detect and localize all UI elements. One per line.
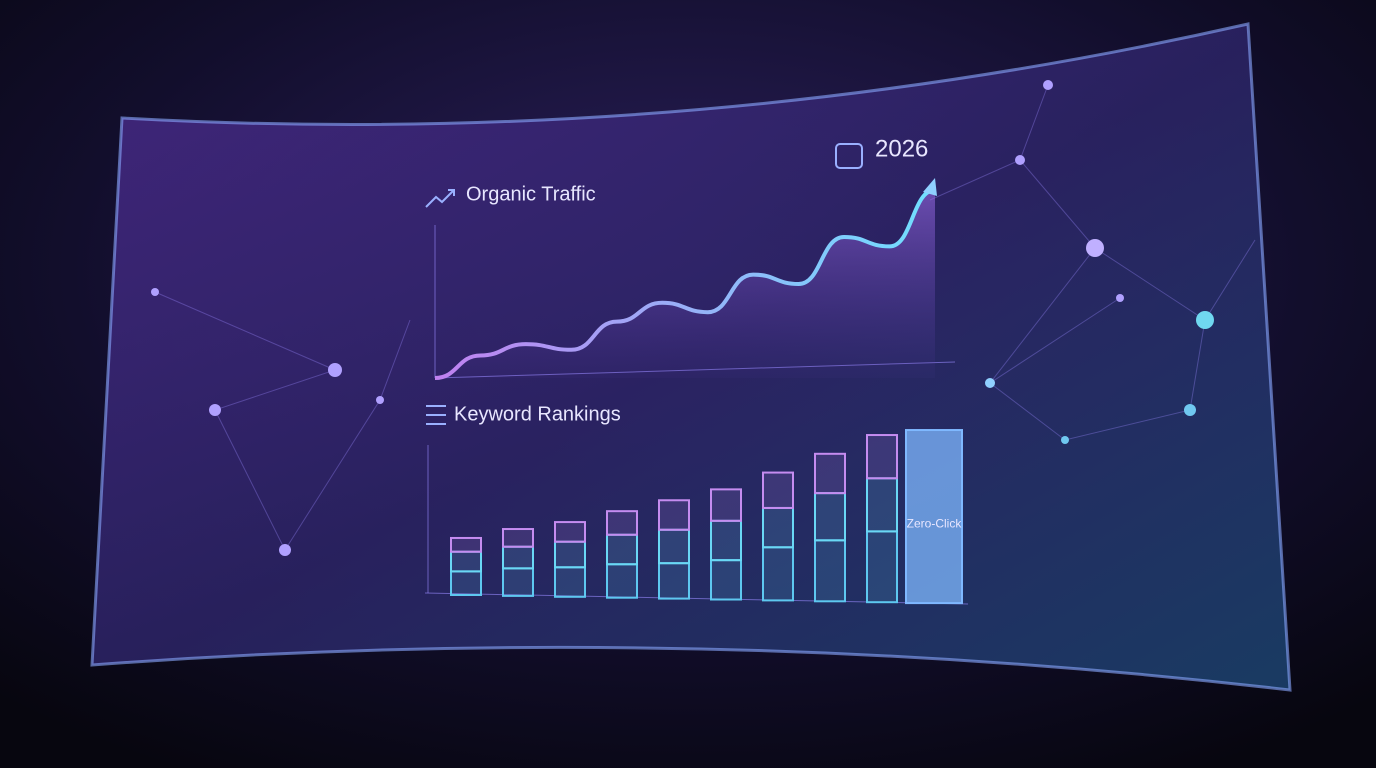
bar-segment xyxy=(762,506,794,549)
bar-segment xyxy=(658,528,690,565)
bar-segment xyxy=(450,570,482,597)
annotation: 2026 xyxy=(875,135,928,162)
bar-segment xyxy=(710,559,742,601)
chart-title: Keyword Rankings xyxy=(454,403,621,425)
bar-segment xyxy=(814,452,846,495)
bar-segment xyxy=(658,562,690,600)
bar-segment xyxy=(762,471,794,509)
trend-line xyxy=(434,188,936,380)
area xyxy=(435,190,935,378)
bar-segment xyxy=(502,567,534,597)
chart-title: Organic Traffic xyxy=(466,183,596,205)
bar-segment xyxy=(606,563,638,599)
bar-segment xyxy=(554,566,586,598)
list-icon xyxy=(426,405,446,425)
arrow-head xyxy=(923,178,937,196)
bar-segment xyxy=(866,530,898,604)
bar-segment xyxy=(450,550,482,573)
bar-segment xyxy=(866,477,898,533)
bar-segment xyxy=(502,528,534,548)
bar-segment xyxy=(606,510,638,536)
bar-segment xyxy=(450,536,482,553)
bar-segment xyxy=(814,539,846,603)
network-nodes xyxy=(151,80,1214,556)
bar-segment xyxy=(658,499,690,531)
bar-segment xyxy=(905,429,963,605)
bar-segment xyxy=(710,488,742,522)
calendar-icon xyxy=(835,143,863,169)
category-label: Zero-Click xyxy=(907,517,963,531)
bar-segment xyxy=(554,521,586,543)
bar-segment xyxy=(502,545,534,570)
bar-segment xyxy=(866,434,898,480)
charts: Organic Traffic 2026 Keyword Rankings Zero-… xyxy=(424,135,969,605)
bar-segment xyxy=(710,519,742,562)
bar-segment xyxy=(762,546,794,602)
bar-segment xyxy=(814,492,846,542)
trend-icon xyxy=(425,189,455,208)
bar-segment xyxy=(554,540,586,569)
bar-segment xyxy=(606,533,638,566)
